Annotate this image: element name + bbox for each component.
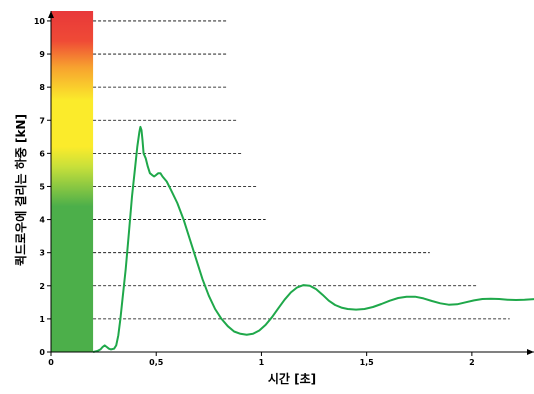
y-tick-label: 7	[39, 116, 45, 125]
x-tick-label: 0	[48, 358, 54, 367]
x-tick-label: 1,5	[360, 358, 375, 367]
y-tick-label: 4	[39, 216, 45, 225]
y-tick-label: 2	[39, 282, 45, 291]
y-tick-label: 3	[39, 249, 45, 258]
x-axis-arrow	[527, 349, 534, 355]
y-tick-label: 10	[34, 17, 46, 26]
x-axis-title: 시간 [초]	[268, 371, 316, 386]
y-axis-arrow	[48, 11, 54, 18]
y-tick-label: 8	[39, 83, 45, 92]
series-line-0	[92, 125, 534, 353]
y-tick-label: 5	[39, 182, 45, 191]
load-color-scale-bar	[51, 11, 94, 352]
y-tick-label: 9	[39, 50, 45, 59]
x-tick-label: 1	[259, 358, 265, 367]
x-tick-label: 2	[469, 358, 475, 367]
y-tick-label: 6	[39, 149, 45, 158]
y-axis-title: 퀵드로우에 걸리는 하중 [kN]	[13, 114, 28, 266]
y-tick-label: 0	[39, 348, 45, 357]
y-tick-label: 1	[39, 315, 45, 324]
x-tick-label: 0,5	[149, 358, 164, 367]
